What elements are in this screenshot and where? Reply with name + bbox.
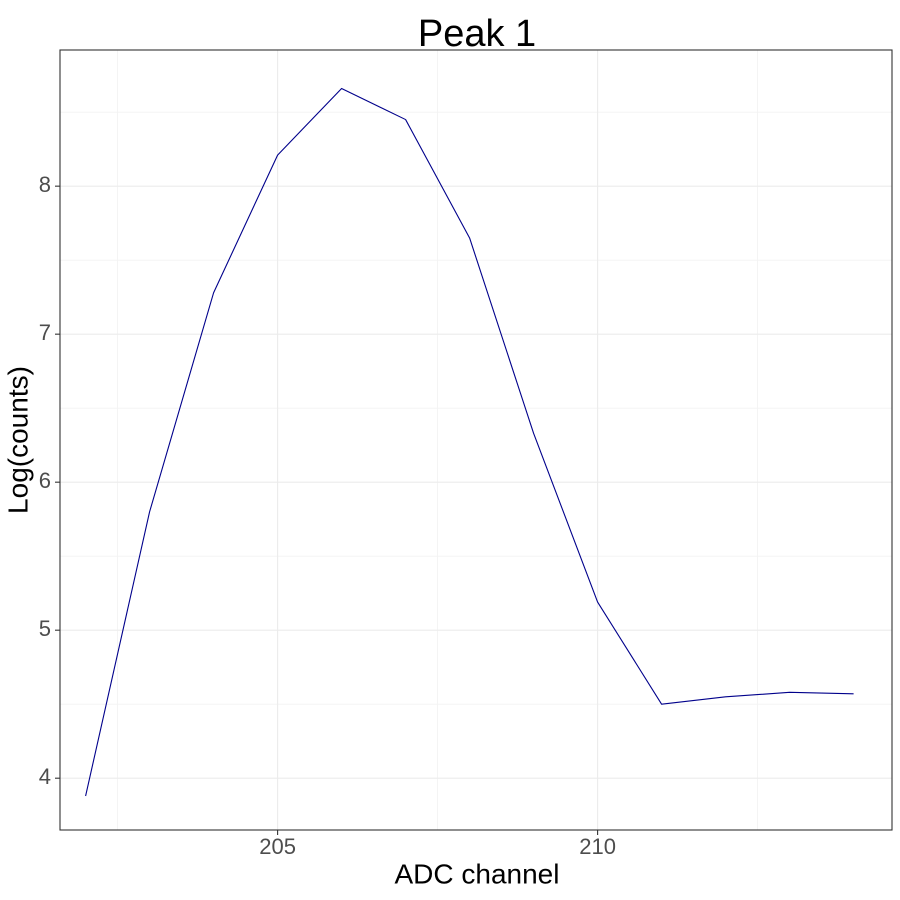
y-axis-label: Log(counts)	[2, 366, 33, 514]
axis-ticks: 205 210 4 5 6 7 8	[39, 172, 616, 859]
series-line-0	[85, 87, 854, 797]
grid	[60, 50, 892, 830]
y-tick-label: 6	[39, 468, 51, 493]
y-tick-label: 8	[39, 172, 51, 197]
x-tick-label: 210	[579, 834, 616, 859]
y-tick-label: 7	[39, 320, 51, 345]
series-line-group	[85, 87, 854, 797]
x-axis-label: ADC channel	[395, 858, 560, 889]
y-tick-label: 4	[39, 764, 51, 789]
x-tick-label: 205	[259, 834, 296, 859]
plot-panel	[59, 49, 893, 831]
y-tick-label: 5	[39, 616, 51, 641]
chart-title: Peak 1	[418, 13, 536, 55]
